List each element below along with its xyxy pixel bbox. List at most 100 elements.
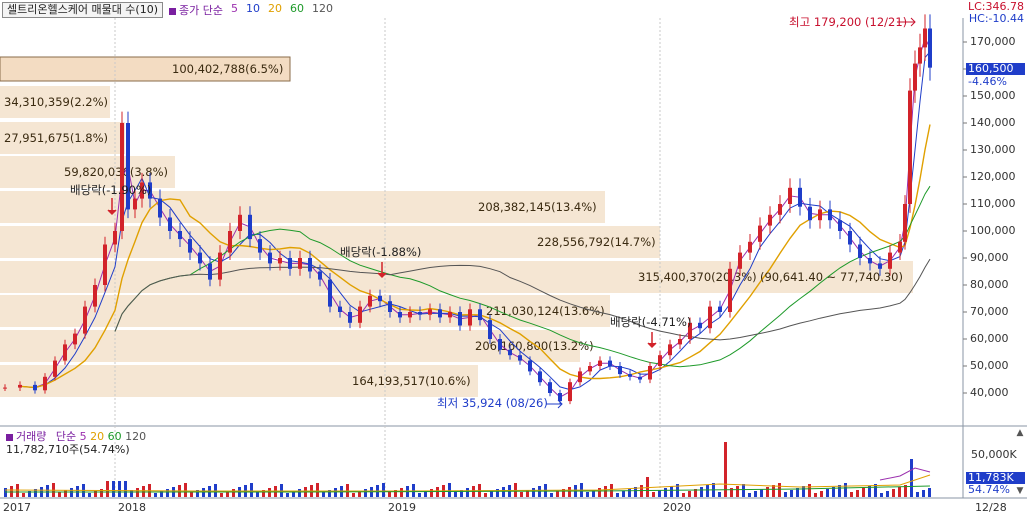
volume-profile-label: 164,193,517(10.6%) bbox=[352, 374, 471, 388]
volume-ma-line bbox=[879, 467, 931, 481]
time-label-2019: 2019 bbox=[388, 501, 416, 514]
candle-body bbox=[718, 306, 722, 312]
candle-body bbox=[126, 123, 130, 210]
volume-bar bbox=[850, 492, 853, 497]
volume-profile-label: 59,820,036(3.8%) bbox=[64, 165, 168, 179]
lc-value: LC:346.78 bbox=[967, 0, 1024, 13]
volume-bar bbox=[232, 489, 235, 497]
candle-body bbox=[758, 225, 762, 242]
volume-bar bbox=[742, 484, 745, 497]
volume-bar bbox=[898, 487, 901, 497]
volume-bar bbox=[796, 488, 799, 497]
volume-bar bbox=[652, 492, 655, 497]
dividend-arrow-icon bbox=[377, 262, 387, 279]
volume-bar bbox=[634, 487, 637, 497]
volume-bar bbox=[196, 490, 199, 497]
volume-bar bbox=[718, 492, 721, 497]
volume-bar bbox=[100, 489, 103, 497]
volume-bar bbox=[322, 492, 325, 497]
candle-body bbox=[120, 123, 124, 231]
volume-bar bbox=[832, 487, 835, 497]
candle-body bbox=[908, 90, 912, 204]
scroll-down-icon[interactable]: ▼ bbox=[1016, 486, 1024, 496]
volume-bar bbox=[736, 486, 739, 497]
volume-profile-bar bbox=[0, 86, 110, 118]
volume-bar bbox=[184, 483, 187, 497]
candle-body bbox=[878, 263, 882, 269]
candle-body bbox=[903, 204, 907, 242]
candle-body bbox=[848, 231, 852, 245]
volume-bar bbox=[664, 488, 667, 497]
vol-ma-period-20: 20 bbox=[90, 430, 105, 443]
volume-bar bbox=[772, 485, 775, 497]
candle-body bbox=[73, 333, 77, 345]
candle-body bbox=[923, 28, 927, 48]
volume-bar bbox=[838, 485, 841, 497]
candle-body bbox=[818, 209, 822, 221]
candle-body bbox=[488, 320, 492, 339]
volume-bar bbox=[904, 485, 907, 497]
candle-body bbox=[18, 384, 22, 388]
candle-body bbox=[278, 258, 282, 264]
candle-body bbox=[438, 309, 442, 318]
candle-body bbox=[568, 382, 572, 402]
candle-body bbox=[248, 214, 252, 240]
candle-body bbox=[748, 241, 752, 253]
volume-bar bbox=[418, 493, 421, 497]
volume-bar bbox=[166, 489, 169, 497]
volume-bar bbox=[868, 486, 871, 497]
volume-bar bbox=[334, 488, 337, 497]
candle-body bbox=[888, 252, 892, 269]
candle-body bbox=[698, 322, 702, 329]
volume-profile-bar bbox=[0, 191, 605, 223]
volume-bar bbox=[754, 491, 757, 497]
volume-bar bbox=[328, 490, 331, 497]
volume-bar bbox=[622, 491, 625, 497]
candle-body bbox=[53, 360, 57, 377]
time-label-2018: 2018 bbox=[118, 501, 146, 514]
volume-bar bbox=[682, 493, 685, 497]
volume-bar bbox=[592, 490, 595, 497]
volume-bar bbox=[856, 490, 859, 497]
candle-body bbox=[478, 309, 482, 321]
volume-bar bbox=[568, 487, 571, 497]
volume-bar bbox=[430, 489, 433, 497]
volume-label: 거래량 bbox=[16, 430, 47, 443]
ma-legend-label: 종가 단순 bbox=[169, 2, 223, 18]
candle-body bbox=[918, 47, 922, 64]
volume-bar bbox=[64, 490, 67, 497]
candle-body bbox=[268, 252, 272, 264]
candle-body bbox=[168, 217, 172, 231]
volume-bar bbox=[604, 486, 607, 497]
volume-bar bbox=[688, 491, 691, 497]
scroll-up-icon[interactable]: ▲ bbox=[1016, 428, 1024, 438]
volume-bar bbox=[778, 483, 781, 497]
candle-body bbox=[598, 360, 602, 366]
candle-body bbox=[3, 387, 7, 389]
ma-legend[interactable]: 종가 단순 5 10 20 60 120 bbox=[169, 2, 333, 18]
volume-bar bbox=[556, 491, 559, 497]
volume-bar bbox=[910, 459, 913, 497]
volume-bar bbox=[256, 492, 259, 497]
chart-toolbar: 셀트리온헬스케어 매물대 수(10) 종가 단순 5 10 20 60 120 bbox=[2, 2, 333, 18]
candle-body bbox=[93, 285, 97, 307]
candle-body bbox=[548, 382, 552, 393]
candle-body bbox=[658, 355, 662, 366]
candle-body bbox=[398, 312, 402, 318]
volume-bar bbox=[658, 490, 661, 497]
chart-title[interactable]: 셀트리온헬스케어 매물대 수(10) bbox=[2, 2, 164, 18]
candle-body bbox=[408, 312, 412, 318]
candle-body bbox=[528, 360, 532, 372]
volume-bar bbox=[316, 483, 319, 497]
ma-square-icon bbox=[169, 7, 177, 15]
volume-bar bbox=[262, 490, 265, 497]
volume-bar bbox=[490, 491, 493, 497]
volume-legend[interactable]: 거래량 단순 5 20 60 120 bbox=[6, 428, 146, 444]
volume-bar bbox=[646, 477, 649, 497]
time-label-2017: 2017 bbox=[3, 501, 31, 514]
volume-bar bbox=[466, 488, 469, 497]
price-axis-tick: 60,000 bbox=[970, 332, 1009, 345]
volume-pct-label: 54.74% bbox=[968, 483, 1010, 496]
